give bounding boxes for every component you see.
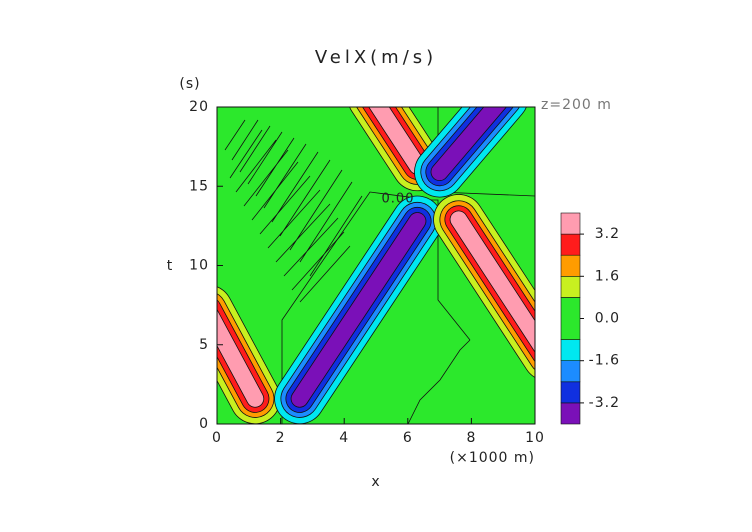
y-tick-label: 10 — [189, 258, 209, 274]
y-axis-label: t — [167, 258, 174, 274]
contour-band — [217, 310, 264, 407]
colorbar-cell — [560, 212, 581, 235]
colorbar-cell — [560, 402, 581, 425]
contour-band — [369, 107, 426, 174]
annotation: z=200 m — [541, 97, 612, 113]
ridge — [349, 107, 443, 192]
contour-band — [450, 211, 535, 352]
colorbar-tick-label: 1.6 — [595, 268, 620, 284]
colorbar-cell — [560, 254, 581, 277]
x-tick-label: 10 — [525, 430, 545, 446]
colorbar-tick-label: -1.6 — [589, 353, 620, 369]
y-tick-label: 20 — [189, 99, 209, 115]
y-tick-label: 15 — [189, 178, 209, 194]
colorbar-cell — [560, 275, 581, 298]
x-tick-label: 2 — [276, 430, 286, 446]
x-tick-label: 6 — [403, 430, 413, 446]
chart-title: VelX(m/s) — [315, 47, 437, 68]
colorbar-tick-label: -3.2 — [589, 395, 620, 411]
x-unit: (×1000 m) — [450, 450, 535, 466]
colorbar-cell — [560, 381, 581, 404]
y-tick-label: 0 — [199, 416, 209, 432]
ridge — [274, 195, 443, 424]
colorbar-tick-label: 0.0 — [595, 311, 620, 327]
colorbar-tick-label: 3.2 — [595, 226, 620, 242]
x-axis-label: x — [371, 474, 380, 490]
colorbar-cell — [560, 297, 581, 340]
ridge — [414, 107, 527, 198]
contour-label: 0.00 — [382, 192, 415, 207]
x-tick-label: 0 — [212, 430, 222, 446]
ridge — [433, 194, 535, 378]
colorbar-cell — [560, 233, 581, 256]
ripple-lines — [224, 107, 535, 424]
contour-band — [291, 212, 426, 407]
x-tick-label: 4 — [339, 430, 349, 446]
colorbar-cell — [560, 360, 581, 383]
contour-band — [431, 107, 506, 181]
y-tick-label: 5 — [199, 337, 209, 353]
ridge — [217, 286, 281, 424]
plot-area — [217, 107, 535, 424]
y-unit: (s) — [179, 76, 200, 92]
colorbar-cell — [560, 339, 581, 362]
x-tick-label: 8 — [466, 430, 476, 446]
